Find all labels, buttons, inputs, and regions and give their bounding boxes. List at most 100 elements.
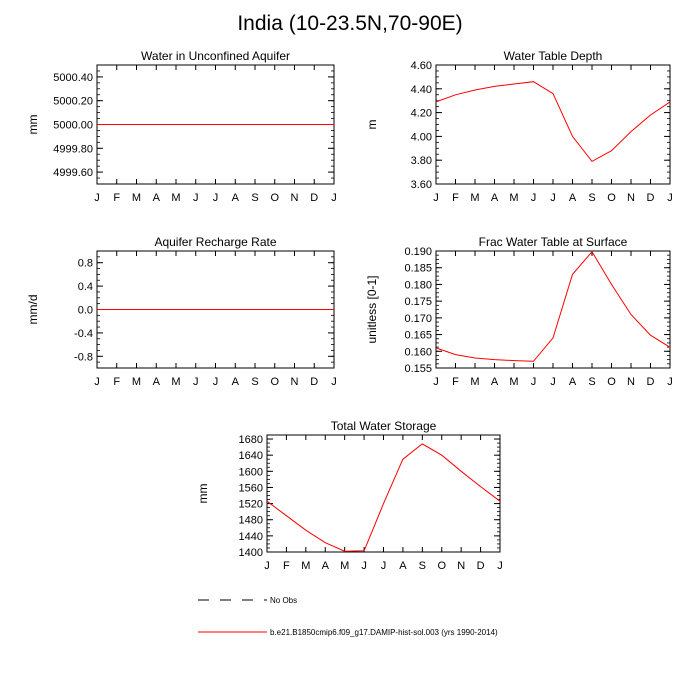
panel-5-ylabel: mm xyxy=(196,484,210,504)
panel-5-xtick-label: J xyxy=(497,560,503,572)
panel-4-ytick-label: 0.165 xyxy=(404,330,432,342)
panel-3-xtick-label: J xyxy=(94,376,100,388)
panel-1-ytick-label: 5000.00 xyxy=(53,120,93,132)
legend-model-label: b.e21.B1850cmip6.f09_g17.DAMIP-hist-sol.… xyxy=(270,628,498,637)
panel-2-xtick-label: J xyxy=(550,192,556,204)
panel-3-xtick-label: M xyxy=(171,376,180,388)
panel-3-xtick-label: M xyxy=(132,376,141,388)
panel-5-xtick-label: O xyxy=(437,560,446,572)
panel-5-xtick-label: F xyxy=(283,560,290,572)
panel-4-xtick-label: M xyxy=(509,376,518,388)
panel-1-xtick-label: M xyxy=(132,192,141,204)
panel-1-xtick-label: N xyxy=(291,192,299,204)
panel-1-xtick-label: A xyxy=(153,192,161,204)
panel-5-xtick-label: J xyxy=(264,560,270,572)
panel-3-ylabel: mm/d xyxy=(26,295,40,325)
panel-1-ytick-label: 4999.80 xyxy=(53,143,93,155)
panel-5-title: Total Water Storage xyxy=(331,419,437,433)
panel-4-xtick-label: O xyxy=(607,376,616,388)
panel-4-xtick-label: J xyxy=(667,376,673,388)
panel-2-xtick-label: J xyxy=(531,192,537,204)
panel-2-ytick-label: 4.00 xyxy=(411,131,432,143)
panel-3-ytick-label: 0.0 xyxy=(78,305,93,317)
panel-2-xtick-label: M xyxy=(509,192,518,204)
panel-2-ytick-label: 3.60 xyxy=(411,179,432,191)
panel-1-xtick-label: J xyxy=(94,192,100,204)
panel-3-xtick-label: N xyxy=(291,376,299,388)
panel-4-ytick-label: 0.175 xyxy=(404,296,432,308)
panel-3-ytick-label: -0.4 xyxy=(74,328,93,340)
panel-4-plot-frame xyxy=(435,250,671,369)
panel-1-xtick-label: D xyxy=(310,192,318,204)
panel-1-xtick-label: J xyxy=(193,192,199,204)
panel-3-xtick-label: S xyxy=(251,376,258,388)
panel-3-ytick-label: -0.8 xyxy=(74,351,93,363)
panel-4-xtick-label: A xyxy=(491,376,499,388)
panel-4-ytick-label: 0.170 xyxy=(404,313,432,325)
panel-3-xtick-label: J xyxy=(193,376,199,388)
panel-5-ytick-label: 1640 xyxy=(239,450,263,462)
panel-4-xtick-label: D xyxy=(647,376,655,388)
panel-2-xtick-label: M xyxy=(470,192,479,204)
panel-4-ytick-label: 0.180 xyxy=(404,279,432,291)
panel-2-ytick-label: 3.80 xyxy=(411,155,432,167)
panel-1-xtick-label: M xyxy=(171,192,180,204)
panel-5-ytick-label: 1440 xyxy=(239,531,263,543)
panel-3-xtick-label: D xyxy=(310,376,318,388)
panel-5-xtick-label: J xyxy=(381,560,387,572)
panel-4-series-line xyxy=(435,250,671,362)
panel-3-xtick-label: J xyxy=(331,376,337,388)
panel-1-title: Water in Unconfined Aquifer xyxy=(141,49,290,63)
panel-3-ytick-label: 0.8 xyxy=(78,258,93,270)
panel-2-xtick-label: O xyxy=(607,192,616,204)
panel-3-xtick-label: F xyxy=(113,376,120,388)
panel-4-xtick-label: J xyxy=(433,376,439,388)
panel-1-xtick-label: S xyxy=(251,192,258,204)
panel-2-xtick-label: F xyxy=(452,192,459,204)
panel-1-ylabel: mm xyxy=(26,115,40,135)
panel-5-plot-frame xyxy=(266,434,501,553)
panel-1-xtick-label: O xyxy=(270,192,279,204)
panel-2-xtick-label: D xyxy=(647,192,655,204)
panel-5-ytick-label: 1480 xyxy=(239,515,263,527)
panel-2-xtick-label: S xyxy=(588,192,595,204)
panel-3-xtick-label: A xyxy=(232,376,240,388)
panel-5-xtick-label: N xyxy=(457,560,465,572)
panel-5-ytick-label: 1560 xyxy=(239,482,263,494)
panel-2-xtick-label: A xyxy=(569,192,577,204)
panel-2-plot-frame xyxy=(435,64,671,185)
panel-4-ytick-label: 0.160 xyxy=(404,346,432,358)
panel-2-ytick-label: 4.60 xyxy=(411,60,432,72)
panel-4-title: Frac Water Table at Surface xyxy=(479,235,628,249)
panel-3-title: Aquifer Recharge Rate xyxy=(154,235,276,249)
panel-5-xtick-label: A xyxy=(322,560,330,572)
panel-2-ytick-label: 4.20 xyxy=(411,108,432,120)
panel-2-ytick-label: 4.40 xyxy=(411,84,432,96)
panel-5-ytick-label: 1520 xyxy=(239,499,263,511)
panel-4-ylabel: unitless [0-1] xyxy=(365,275,379,343)
panel-4-xtick-label: J xyxy=(531,376,537,388)
page-title: India (10-23.5N,70-90E) xyxy=(237,12,463,35)
legend-no-obs-label: No Obs xyxy=(270,596,297,605)
panel-4-xtick-label: M xyxy=(470,376,479,388)
panel-1-xtick-label: J xyxy=(213,192,219,204)
panel-4-xtick-label: F xyxy=(452,376,459,388)
panel-5-xtick-label: D xyxy=(477,560,485,572)
panel-5-xtick-label: M xyxy=(340,560,349,572)
panel-3-xtick-label: O xyxy=(270,376,279,388)
panel-2-ylabel: m xyxy=(365,120,379,130)
panel-1-ytick-label: 5000.40 xyxy=(53,72,93,84)
panel-2-xtick-label: J xyxy=(433,192,439,204)
panel-1-xtick-label: A xyxy=(232,192,240,204)
panel-1-xtick-label: F xyxy=(113,192,120,204)
panel-3-ytick-label: 0.4 xyxy=(78,281,93,293)
panel-2-xtick-label: J xyxy=(667,192,673,204)
panel-5-xtick-label: J xyxy=(361,560,367,572)
panel-5-ytick-label: 1400 xyxy=(239,547,263,559)
panel-1-xtick-label: J xyxy=(331,192,337,204)
panel-2-series-line xyxy=(435,81,671,163)
panel-5-ytick-label: 1600 xyxy=(239,466,263,478)
panel-1-ytick-label: 4999.60 xyxy=(53,167,93,179)
panel-4-xtick-label: J xyxy=(550,376,556,388)
